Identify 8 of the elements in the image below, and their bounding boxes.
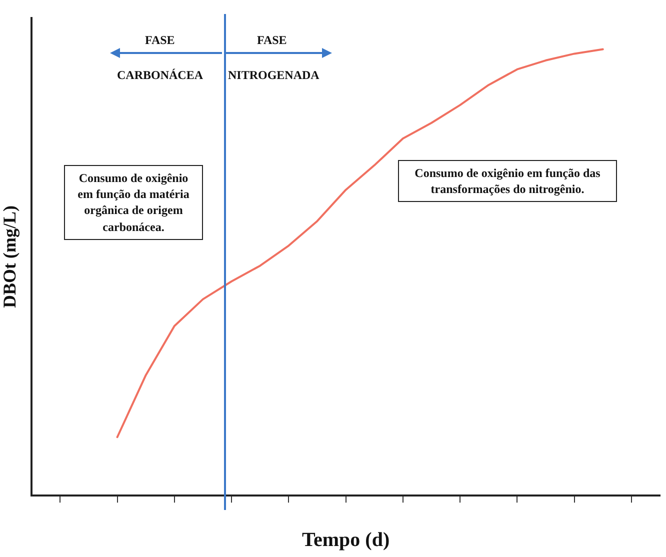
annotation: CARBONÁCEA [117,68,204,83]
annotation: NITROGENADA [228,68,320,83]
text: FASE [145,33,175,48]
y-axis-title: DBOt (mg/L) [0,206,20,308]
x-axis-title: Tempo (d) [302,529,390,552]
text: FASE [257,33,287,48]
annotation: Consumo de oxigênio em função da matéria orgânica de origem carbonácea. [64,165,203,240]
annotation: Consumo de oxigênio em função das transformações do nitrogênio. [398,160,617,202]
